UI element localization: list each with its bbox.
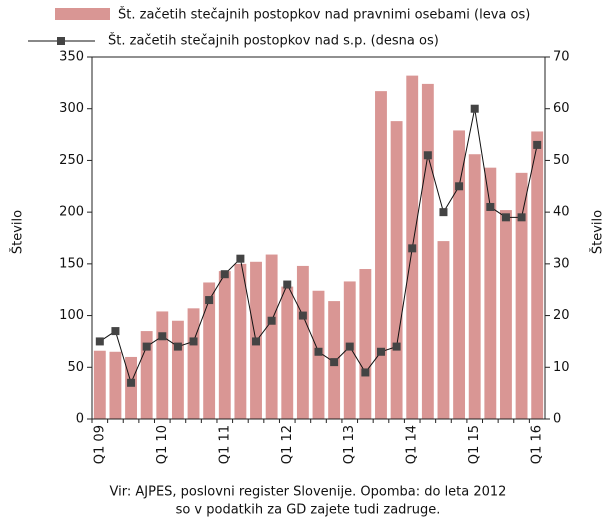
y-tick-label: 50 <box>67 360 84 375</box>
line-marker <box>111 327 120 336</box>
line-marker <box>533 140 542 149</box>
bar <box>437 241 450 419</box>
bar <box>421 83 434 420</box>
legend-label: Št. začetih stečajnih postopkov nad s.p.… <box>108 33 439 49</box>
plot-frame <box>91 56 546 420</box>
line-marker <box>376 347 385 356</box>
bar <box>234 263 247 419</box>
x-tick-label: Q1 09 <box>92 425 107 464</box>
bar <box>390 121 403 419</box>
line-marker <box>330 358 339 367</box>
line-marker <box>486 202 495 211</box>
y2-tick-label: 0 <box>553 412 561 427</box>
bar <box>515 172 528 419</box>
note: Vir: AJPES, poslovni register Slovenije.… <box>110 485 507 500</box>
legend-swatch <box>55 8 110 20</box>
line-marker <box>298 311 307 320</box>
y-tick-label: 0 <box>76 412 84 427</box>
y-tick-label: 150 <box>59 256 84 271</box>
y-tick-label: 250 <box>59 153 84 168</box>
x-tick-label: Q1 16 <box>530 425 545 464</box>
bar <box>218 271 231 419</box>
bar <box>359 269 372 419</box>
line-marker <box>173 342 182 351</box>
line-marker <box>517 213 526 222</box>
bar <box>453 130 466 420</box>
line-marker <box>267 316 276 325</box>
legend-label: Št. začetih stečajnih postopkov nad prav… <box>118 7 530 23</box>
bar <box>296 265 309 419</box>
legend-swatch <box>57 37 65 45</box>
line-marker <box>314 347 323 356</box>
bar <box>265 254 278 419</box>
x-tick-label: Q1 15 <box>467 425 482 464</box>
line-marker <box>501 213 510 222</box>
x-tick-label: Q1 10 <box>155 425 170 464</box>
bar <box>484 167 497 419</box>
y2-tick-label: 20 <box>553 308 570 323</box>
bar <box>187 308 200 419</box>
y-tick-label: 300 <box>59 101 84 116</box>
y-tick-label: 200 <box>59 205 84 220</box>
bar <box>281 286 294 419</box>
bar <box>171 320 184 419</box>
line-marker <box>252 337 261 346</box>
note: so v podatkih za GD zajete tudi zadruge. <box>176 503 441 518</box>
bar <box>125 356 137 419</box>
line-marker <box>95 337 104 346</box>
x-tick-label: Q1 13 <box>342 425 357 464</box>
line-marker <box>283 280 292 289</box>
bar <box>375 91 387 419</box>
y2-tick-label: 70 <box>553 50 570 65</box>
line-marker <box>361 368 370 377</box>
bar <box>500 210 512 419</box>
y2-tick-label: 50 <box>553 153 570 168</box>
bar <box>140 331 153 419</box>
line-marker <box>439 208 448 217</box>
line-marker <box>345 342 354 351</box>
y2-tick-label: 40 <box>553 205 570 220</box>
line-marker <box>205 296 214 305</box>
line-marker <box>392 342 401 351</box>
y-tick-label: 100 <box>59 308 84 323</box>
bar <box>468 154 481 420</box>
line-marker <box>189 337 198 346</box>
bar <box>531 131 544 419</box>
line-marker <box>142 342 151 351</box>
bar <box>109 351 122 419</box>
line-marker <box>408 244 417 253</box>
bar <box>93 350 106 419</box>
line-marker <box>455 182 464 191</box>
line-marker <box>470 104 479 113</box>
x-tick-label: Q1 14 <box>405 425 420 464</box>
y2-axis-label: Število <box>590 210 606 254</box>
x-tick-label: Q1 12 <box>280 425 295 464</box>
bar <box>203 282 216 419</box>
y2-tick-label: 30 <box>553 256 570 271</box>
x-tick-label: Q1 11 <box>217 425 232 464</box>
y2-tick-label: 10 <box>553 360 570 375</box>
line-marker <box>220 270 229 279</box>
line-marker <box>423 151 432 160</box>
y2-tick-label: 60 <box>553 101 570 116</box>
y-axis-label: Število <box>10 210 26 254</box>
line-marker <box>236 254 245 263</box>
y-tick-label: 350 <box>59 50 84 65</box>
line-marker <box>127 378 136 387</box>
line-marker <box>158 332 167 341</box>
bar <box>156 311 169 419</box>
